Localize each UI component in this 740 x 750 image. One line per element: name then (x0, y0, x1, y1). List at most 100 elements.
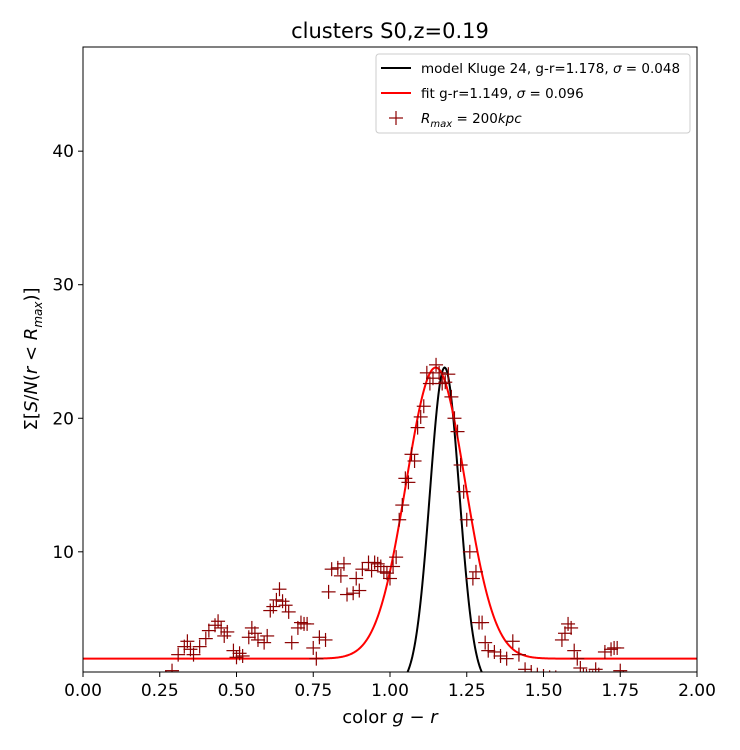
data-point (392, 512, 407, 527)
data-point (336, 556, 351, 571)
data-point (598, 667, 600, 672)
data-point (444, 389, 459, 404)
data-point (220, 624, 235, 639)
x-tick-label: 0.00 (64, 681, 102, 701)
data-point (266, 599, 281, 614)
data-point (453, 458, 468, 473)
data-point (346, 586, 361, 601)
data-point (588, 662, 603, 672)
data-point (379, 566, 394, 581)
data-point (613, 663, 628, 672)
data-point (300, 616, 315, 631)
data-point (561, 616, 576, 631)
y-tick-label: 40 (52, 142, 74, 162)
data-point (183, 642, 198, 657)
data-point (499, 651, 514, 666)
data-point (597, 644, 612, 659)
data-point (604, 642, 619, 657)
data-point (401, 475, 416, 490)
data-point (398, 471, 413, 486)
data-point (389, 550, 404, 565)
data-point (367, 555, 382, 570)
data-point (383, 571, 397, 586)
data-point (364, 563, 379, 578)
data-point (263, 603, 278, 618)
data-point (419, 365, 434, 380)
data-point (309, 651, 324, 666)
data-point (478, 635, 493, 650)
data-point (481, 643, 496, 658)
data-point (524, 665, 539, 672)
data-point (447, 411, 462, 426)
data-point (459, 512, 474, 527)
legend-fit-label: fit g-r=1.149, σ = 0.096 (421, 86, 584, 102)
data-point (281, 604, 296, 619)
data-point (435, 376, 450, 391)
data-point (171, 647, 186, 662)
data-point (318, 632, 333, 647)
data-point (567, 643, 582, 658)
data-point (217, 628, 232, 643)
x-tick-label: 2.00 (678, 681, 716, 701)
data-point (370, 556, 385, 571)
data-point (257, 635, 272, 650)
data-point (386, 559, 401, 574)
data-point (165, 663, 180, 672)
data-point (340, 587, 355, 602)
data-point (250, 632, 265, 647)
data-point (536, 667, 538, 672)
x-tick-label: 1.50 (525, 681, 563, 701)
data-point (355, 562, 370, 577)
data-point (465, 571, 480, 586)
y-tick-label: 10 (52, 543, 74, 563)
data-point (416, 399, 431, 414)
data-point (475, 615, 490, 630)
data-point (425, 371, 440, 386)
data-point (211, 614, 226, 629)
x-tick-label: 0.75 (294, 681, 332, 701)
data-point (373, 559, 388, 574)
data-point (376, 564, 391, 579)
data-point (573, 660, 588, 672)
data-point (413, 409, 428, 424)
data-point (208, 618, 223, 633)
data-point (610, 640, 625, 655)
data-point (585, 669, 588, 672)
data-point (180, 634, 195, 649)
data-point (395, 498, 410, 513)
data-point (450, 424, 465, 439)
data-point (493, 648, 508, 663)
data-point (462, 544, 477, 559)
data-point (312, 630, 327, 645)
data-point (272, 582, 287, 597)
legend-model-label: model Kluge 24, g-r=1.178, σ = 0.048 (421, 61, 680, 77)
data-point (226, 643, 241, 658)
data-point (456, 484, 471, 499)
legend-data-marker (389, 111, 403, 125)
legend-data-label: Rmax = 200kpc (421, 111, 522, 130)
y-tick-label: 20 (52, 409, 74, 429)
data-point (278, 598, 293, 613)
data-point (330, 560, 345, 575)
data-point (235, 648, 250, 663)
data-point (177, 639, 192, 654)
data-point (554, 632, 569, 647)
data-point (192, 639, 207, 654)
data-point (229, 650, 244, 665)
data-point (214, 620, 229, 635)
data-point (333, 568, 348, 583)
data-point (441, 367, 456, 382)
x-axis-label: color g − r (342, 707, 439, 728)
data-point (306, 640, 321, 655)
data-point (241, 630, 256, 645)
axes: 0.00 0.25 0.50 0.75 1.00 1.25 1.50 1.75 2.00 10 20… (52, 46, 716, 701)
data-point (186, 647, 201, 662)
x-tick-label: 0.25 (141, 681, 179, 701)
data-point (410, 420, 425, 435)
data-point (518, 662, 533, 672)
data-point (232, 646, 247, 661)
data-point (293, 615, 308, 630)
data-point (260, 628, 275, 643)
legend: model Kluge 24, g-r=1.178, σ = 0.048 fit… (375, 53, 691, 134)
